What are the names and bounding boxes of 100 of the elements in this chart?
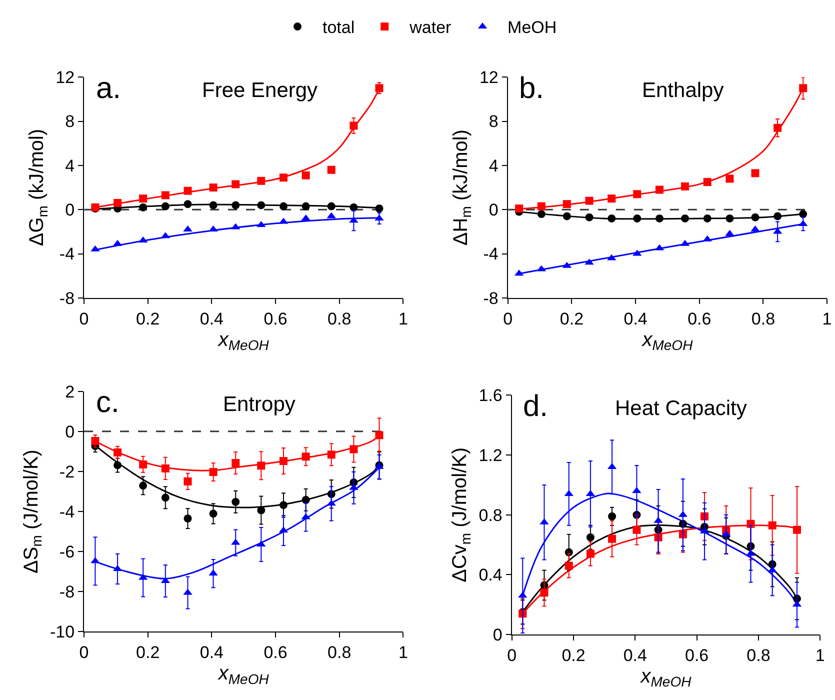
point bbox=[726, 214, 734, 222]
point bbox=[232, 498, 240, 506]
legend-label: total bbox=[322, 18, 355, 38]
point bbox=[375, 431, 384, 440]
y-tick-label: 0.8 bbox=[478, 506, 502, 525]
x-tick-label: 0.4 bbox=[624, 309, 648, 328]
point bbox=[655, 186, 664, 194]
x-tick-label: 0.4 bbox=[623, 646, 647, 666]
x-tick-label: 0.2 bbox=[562, 646, 586, 666]
point bbox=[257, 462, 266, 470]
point bbox=[703, 178, 712, 186]
y-tick-label: -8 bbox=[59, 288, 75, 308]
y-tick-label: -8 bbox=[483, 288, 498, 308]
point bbox=[280, 202, 288, 210]
x-tick-label: 0.6 bbox=[688, 309, 712, 328]
point bbox=[232, 201, 240, 210]
y-tick-label: 8 bbox=[488, 112, 498, 132]
y-tick-label: -4 bbox=[59, 502, 75, 522]
point bbox=[608, 214, 616, 222]
point bbox=[257, 201, 266, 210]
point bbox=[114, 461, 122, 470]
point bbox=[184, 514, 192, 522]
point bbox=[746, 520, 755, 528]
point bbox=[586, 533, 594, 542]
point bbox=[114, 448, 122, 456]
annotation: d. bbox=[523, 390, 548, 423]
point bbox=[564, 562, 573, 570]
y-tick-label: 2 bbox=[65, 382, 75, 402]
x-tick-label: 0.2 bbox=[560, 309, 584, 328]
y-tick-label: 0 bbox=[492, 625, 502, 644]
x-tick-label: 1 bbox=[815, 646, 825, 666]
point bbox=[537, 202, 546, 210]
chart-title: Entropy bbox=[223, 393, 296, 416]
chart-title: Enthalpy bbox=[642, 79, 724, 102]
point bbox=[350, 122, 358, 130]
x-tick-label: 0.4 bbox=[200, 309, 224, 328]
point bbox=[91, 436, 100, 445]
point bbox=[139, 482, 148, 490]
point bbox=[562, 200, 571, 208]
x-tick-label: 0.6 bbox=[684, 646, 709, 666]
point bbox=[585, 213, 594, 222]
point bbox=[302, 496, 310, 504]
point bbox=[799, 84, 808, 92]
point bbox=[327, 450, 336, 459]
point bbox=[792, 526, 801, 534]
point bbox=[161, 202, 170, 210]
point bbox=[681, 214, 690, 222]
annotation: c. bbox=[96, 386, 120, 419]
legend-label: MeOH bbox=[508, 18, 557, 38]
point bbox=[232, 180, 240, 188]
point bbox=[774, 212, 782, 220]
point bbox=[633, 190, 642, 198]
point bbox=[633, 214, 642, 222]
point bbox=[161, 464, 170, 472]
point bbox=[209, 468, 218, 476]
x-tick-label: 1 bbox=[822, 309, 832, 328]
point bbox=[799, 210, 808, 218]
x-axis-title: x$_{MeOH}$ bbox=[217, 328, 270, 354]
point bbox=[184, 477, 192, 486]
point bbox=[774, 124, 782, 132]
point bbox=[768, 521, 776, 530]
point bbox=[540, 588, 548, 597]
x-tick-label: 0.2 bbox=[136, 643, 160, 662]
x-tick-label: 0.8 bbox=[751, 309, 776, 328]
point bbox=[562, 212, 571, 220]
point bbox=[375, 204, 384, 212]
point bbox=[161, 494, 170, 502]
point bbox=[350, 445, 358, 454]
x-tick-label: 0.6 bbox=[264, 643, 288, 662]
point bbox=[632, 526, 641, 534]
point bbox=[656, 214, 664, 222]
point bbox=[726, 174, 734, 183]
annotation: b. bbox=[519, 72, 544, 105]
chart-title: Free Energy bbox=[202, 79, 318, 102]
annotation: a. bbox=[96, 72, 122, 105]
y-tick-label: -10 bbox=[50, 622, 75, 642]
y-tick-label: 1.6 bbox=[478, 386, 502, 406]
point bbox=[257, 506, 266, 514]
y-tick-label: -6 bbox=[59, 542, 75, 562]
point bbox=[139, 194, 148, 203]
point bbox=[681, 182, 690, 190]
y-tick-label: -2 bbox=[59, 462, 75, 482]
y-tick-label: 0 bbox=[65, 422, 75, 442]
x-tick-label: 0.8 bbox=[328, 309, 352, 328]
point bbox=[703, 214, 712, 222]
x-tick-label: 0 bbox=[507, 646, 517, 666]
point bbox=[751, 213, 760, 222]
x-tick-label: 0 bbox=[79, 309, 89, 328]
point bbox=[585, 196, 594, 205]
y-tick-label: -4 bbox=[483, 244, 498, 264]
x-tick-label: 0.8 bbox=[746, 646, 770, 666]
point bbox=[608, 534, 616, 543]
point bbox=[139, 460, 148, 468]
y-tick-label: 0.4 bbox=[478, 566, 502, 585]
point bbox=[184, 200, 192, 208]
x-tick-label: 1 bbox=[398, 643, 408, 662]
y-tick-label: 0 bbox=[65, 200, 75, 220]
point bbox=[280, 501, 288, 510]
point bbox=[232, 459, 240, 468]
y-tick-label: 1.2 bbox=[478, 446, 502, 466]
